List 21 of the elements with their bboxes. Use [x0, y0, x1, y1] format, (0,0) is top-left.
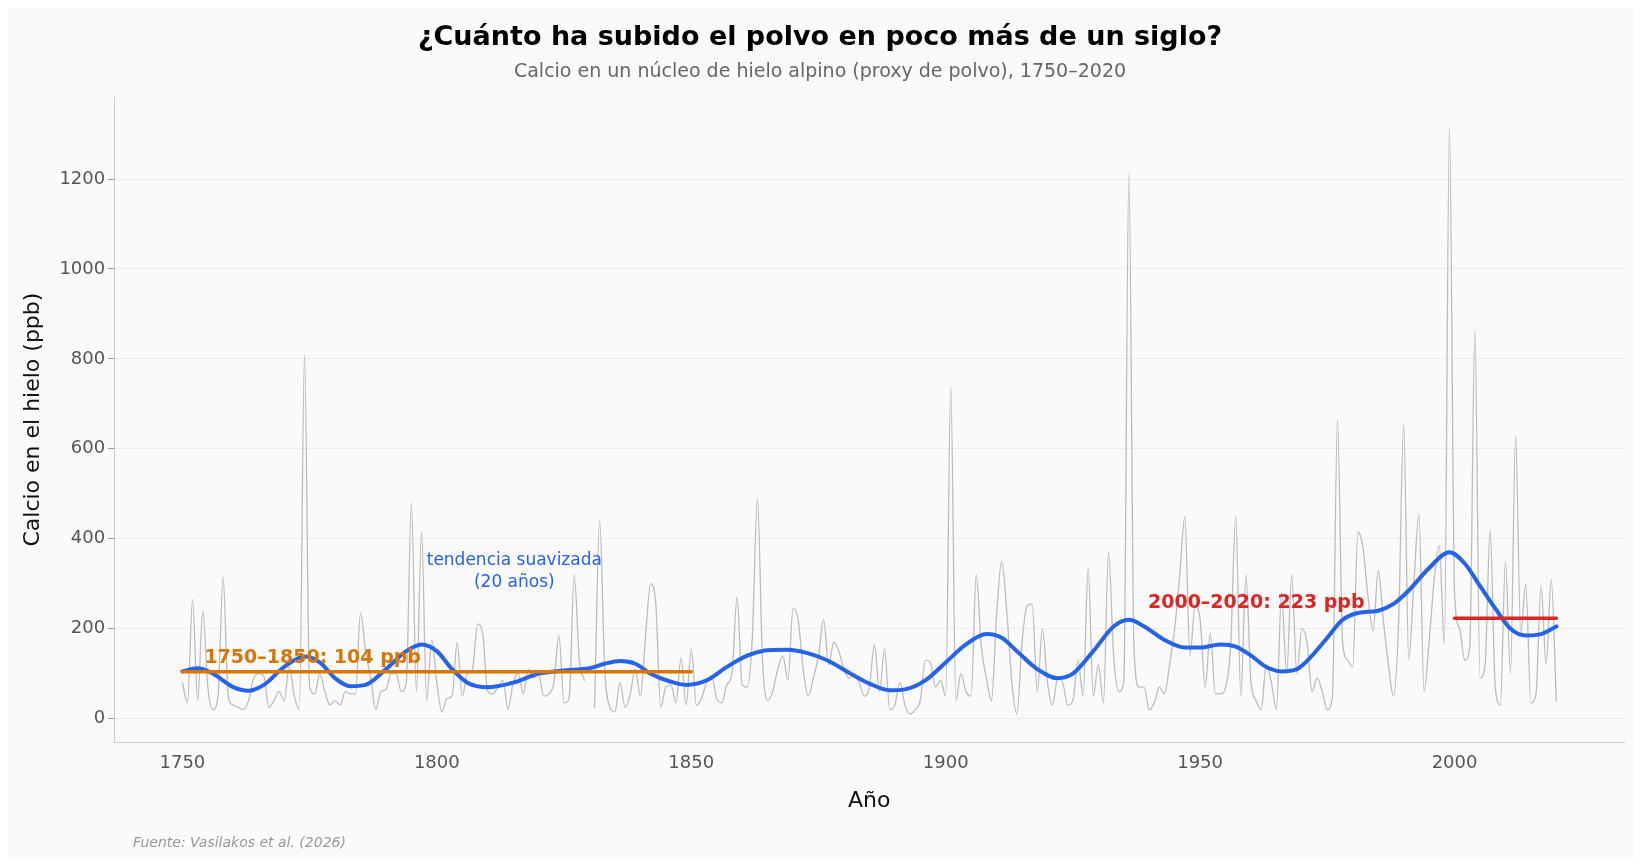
text: tendencia suavizada (20 años) [426, 548, 602, 591]
line-series [180, 550, 1559, 693]
x-tick-label: 1950 [1177, 751, 1224, 773]
y-tick-label: 800 [70, 346, 106, 368]
y-tick-label: 1200 [59, 166, 106, 188]
chart-subtitle: Calcio en un núcleo de hielo alpino (proxy de polvo), 1750–2020 [513, 58, 1127, 81]
x-tick-label: 2000 [1431, 751, 1478, 773]
y-tick-label: 1000 [59, 256, 106, 278]
x-tick-label: 1800 [413, 751, 460, 773]
x-tick-label: 1900 [922, 751, 969, 773]
x-tick-label: 1850 [668, 751, 715, 773]
y-tick-label: 200 [70, 616, 106, 638]
y-tick-label: 600 [70, 436, 106, 458]
y-tick-label: 0 [93, 706, 106, 728]
x-tick-label: 1750 [159, 751, 206, 773]
y-axis-title: Calcio en el hielo (ppb) [18, 292, 44, 547]
y-tick-label: 400 [70, 526, 106, 548]
x-axis-title: Año [847, 786, 891, 812]
text: 2000–2020: 223 ppb [1147, 589, 1365, 612]
chart-title: ¿Cuánto ha subido el polvo en poco más de un siglo? [417, 20, 1223, 52]
source-note: Fuente: Vasilakos et al. (2026) [133, 833, 346, 850]
